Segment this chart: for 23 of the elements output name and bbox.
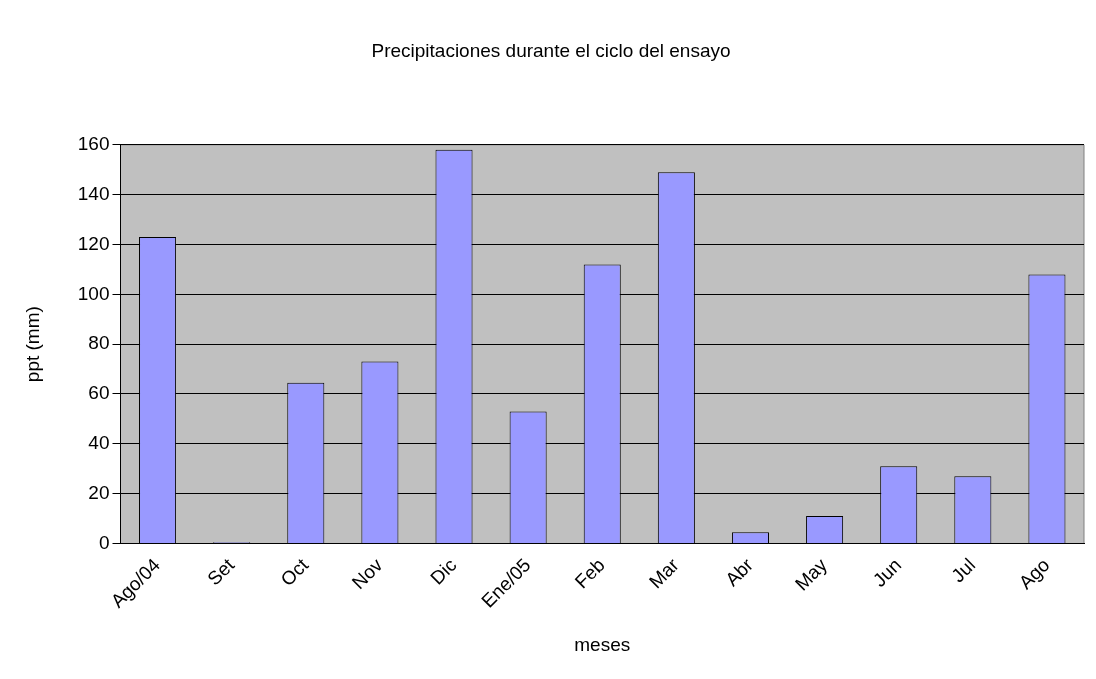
y-tick-label: 100 [77, 282, 110, 304]
y-axis-title: ppt (mm) [21, 306, 43, 383]
x-tick-label: Jun [868, 554, 906, 591]
y-tick-label: 60 [88, 382, 110, 404]
x-tick-label: Nov [347, 553, 387, 593]
x-tick-label: Dic [426, 554, 461, 589]
x-tick-label: Jul [947, 554, 980, 587]
x-tick-label: Mar [644, 553, 684, 593]
y-tick-label: 140 [77, 182, 110, 204]
x-tick-label: Abr [721, 553, 758, 590]
x-axis-title: meses [574, 633, 631, 655]
x-tick-label: Ago [1014, 554, 1054, 593]
x-tick-label: May [790, 553, 832, 595]
x-tick-label: Set [203, 553, 239, 590]
y-tick-label: 0 [98, 531, 110, 553]
y-tick-label: 20 [88, 481, 110, 503]
y-tick-label: 40 [88, 432, 110, 454]
x-tick-label: Feb [570, 554, 609, 593]
y-tick-label: 80 [88, 332, 110, 354]
y-tick-label: 120 [77, 232, 110, 254]
chart-title: Precipitaciones durante el ciclo del ensayo [371, 39, 731, 61]
y-tick-label: 160 [77, 133, 110, 155]
x-tick-label: Oct [276, 553, 313, 590]
